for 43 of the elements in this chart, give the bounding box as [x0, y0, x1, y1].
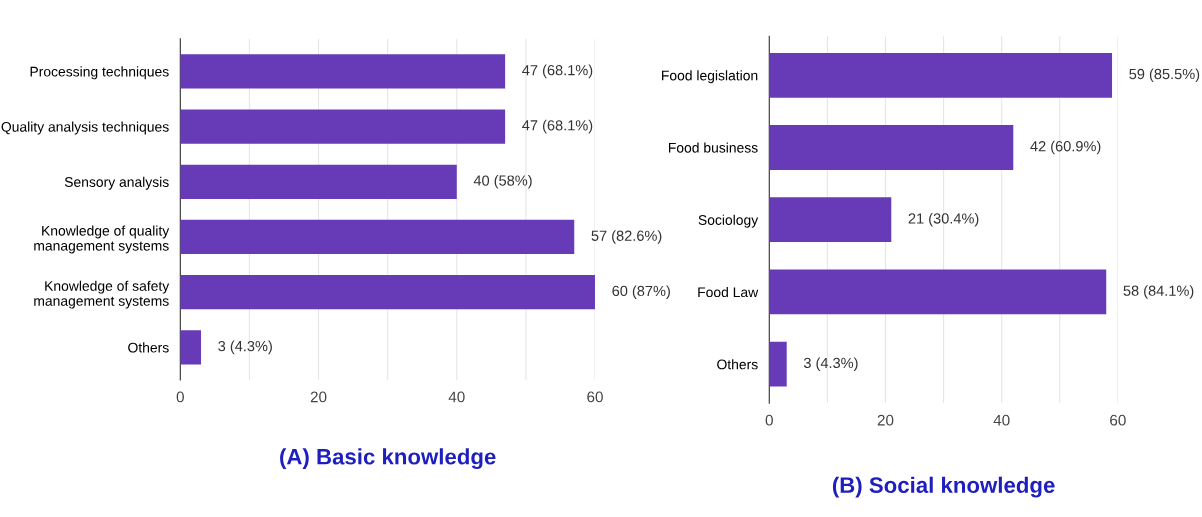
y-tick-label: Food business	[668, 142, 758, 153]
bar	[769, 341, 787, 387]
x-tick-label: 60	[1110, 414, 1126, 426]
text: (A) Basic knowledge	[280, 448, 496, 470]
bar	[769, 52, 1113, 98]
x-tick-label: 0	[176, 391, 184, 403]
data-label: 40 (58%)	[473, 174, 532, 189]
y-tick-label: Quality analysis techniques	[1, 121, 169, 135]
bar	[180, 109, 506, 144]
bar	[769, 197, 892, 243]
x-tick-label: 60	[587, 391, 603, 403]
data-label: 59 (85.5%)	[1129, 68, 1200, 83]
data-label: 57 (82.6%)	[591, 230, 662, 244]
y-tick-label: Knowledge of quality management systems	[34, 225, 170, 254]
bar	[769, 269, 1107, 315]
y-tick-label: Food Law	[698, 286, 759, 298]
data-label: 60 (87%)	[612, 285, 670, 299]
data-label: 47 (68.1%)	[522, 64, 593, 79]
x-tick-label: 0	[765, 414, 773, 426]
x-tick-label: 20	[877, 414, 894, 426]
x-tick-label: 20	[310, 391, 327, 403]
y-tick-label: Sensory analysis	[64, 176, 169, 190]
data-label: 58 (84.1%)	[1123, 285, 1194, 299]
bar	[180, 54, 506, 89]
data-label: 42 (60.9%)	[1030, 140, 1101, 155]
bar	[769, 125, 1014, 170]
y-tick-label: Processing techniques	[30, 66, 169, 80]
y-tick-label: Others	[128, 342, 169, 353]
bar	[180, 330, 202, 365]
y-tick-label: Food legislation	[662, 70, 758, 84]
data-label: 3 (4.3%)	[803, 357, 858, 371]
bar	[180, 275, 595, 310]
y-tick-label: Sociology	[698, 214, 759, 228]
x-tick-label: 40	[993, 414, 1010, 426]
bar	[180, 219, 575, 255]
y-tick-label: Knowledge of safety management systems	[34, 280, 170, 309]
x-tick-label: 40	[448, 391, 465, 403]
text: (B) Social knowledge	[832, 476, 1055, 498]
data-label: 47 (68.1%)	[522, 119, 593, 134]
data-label: 3 (4.3%)	[218, 340, 272, 355]
y-tick-label: Others	[717, 359, 758, 370]
data-label: 21 (30.4%)	[908, 212, 979, 227]
bar	[180, 164, 457, 199]
